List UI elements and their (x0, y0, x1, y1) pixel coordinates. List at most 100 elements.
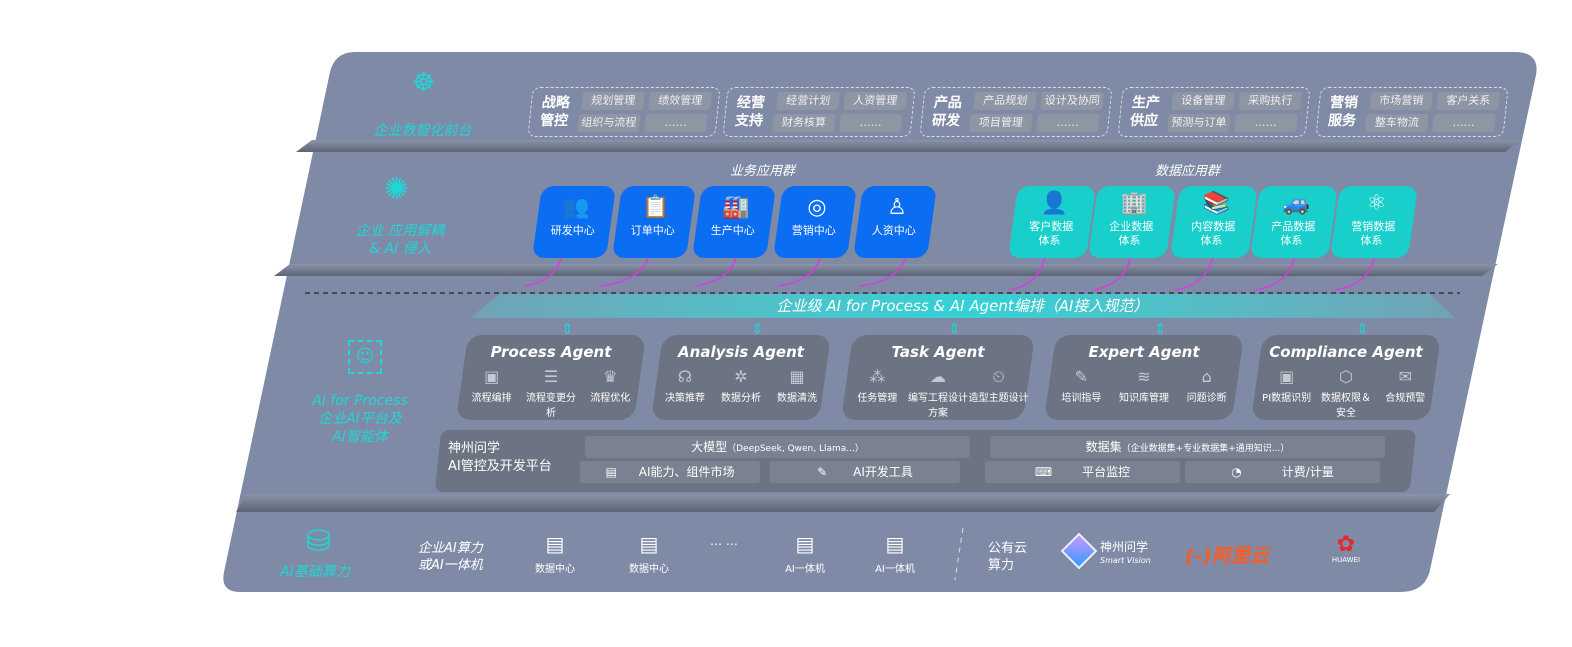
capability-icon: ☁ (929, 367, 946, 386)
data-app-label: 客户数据 (1029, 220, 1074, 233)
public-cloud-label: 公有云 算力 (988, 540, 1027, 574)
data-app-label: 内容数据 (1191, 220, 1236, 233)
platform-tier-label-line1: AI for Process (312, 393, 408, 409)
dev-platform-name-line2: AI管控及开发平台 (448, 459, 552, 474)
orchestration-band: 企业级 AI for Process & AI Agent编排（AI接入规范） (776, 297, 1149, 315)
tool-dev-label: AI开发工具 (853, 465, 913, 479)
data-app-label-sub: 体系 (1118, 234, 1141, 247)
capability-icon: ▦ (789, 367, 805, 386)
factory-icon: 🏭 (722, 195, 750, 220)
dataset-bar: 数据集（企业数据集+专业数据集+通用知识...） (990, 436, 1385, 458)
capability-icon: ≋ (1137, 367, 1151, 386)
front-group-chip[interactable]: 市场营销 (1369, 92, 1434, 110)
business-app-card[interactable]: 🏭 生产中心 (691, 186, 777, 258)
capability-icon: ☰ (543, 367, 559, 386)
front-group-chip[interactable]: 整车物流 (1364, 114, 1429, 132)
server-ai-appliance-2: ▤ AI一体机 (870, 532, 920, 575)
server-icon: ▤ (885, 532, 905, 556)
dev-tool-icon: ✎ (817, 465, 828, 479)
front-group-chip[interactable]: 项目管理 (968, 114, 1033, 132)
front-group-chip[interactable]: …… (1233, 114, 1298, 132)
front-group-chip[interactable]: 人资管理 (843, 92, 908, 110)
apps-tier-label: 企业 应用解耦 & AI 侵入 (340, 222, 460, 258)
platform-tier-label-line2: 企业AI平台及 (318, 411, 402, 427)
business-apps-title: 业务应用群 (730, 164, 796, 179)
apps-tier-label-line1: 企业 应用解耦 (355, 223, 445, 239)
public-cloud-line2: 算力 (988, 558, 1015, 573)
capability-label: 流程变更分析 (525, 393, 576, 419)
tool-market: ▤ AI能力、组件市场 (580, 461, 760, 483)
business-app-card[interactable]: 👥 研发中心 (531, 186, 617, 258)
agent-capability: ☰ 流程变更分析 (522, 367, 581, 419)
bidirectional-arrow-icon: ⇕ (751, 320, 764, 338)
business-app-card[interactable]: ♙ 人资中心 (852, 186, 938, 258)
bidirectional-arrow-icon: ⇕ (948, 320, 961, 338)
front-group-chip[interactable]: …… (838, 114, 903, 132)
front-group-chip[interactable]: …… (1035, 114, 1100, 132)
capability-label: 知识库管理 (1118, 393, 1169, 404)
front-group-chip[interactable]: 预测与订单 (1166, 114, 1231, 132)
front-group-chip[interactable]: 经营计划 (776, 92, 841, 110)
agent-card[interactable]: Analysis Agent ☊ 决策推荐 ✲ 数据分析 ▦ 数据清洗 (651, 335, 831, 420)
data-app-card[interactable]: 👤 客户数据 体系 (1007, 186, 1097, 258)
business-app-card[interactable]: 📋 订单中心 (611, 186, 697, 258)
front-group-title: 产品研发 (931, 95, 963, 129)
dev-platform-name-line1: 神州问学 (448, 441, 501, 456)
car-icon: 🚙 (1282, 191, 1311, 216)
agent-card[interactable]: Expert Agent ✎ 培训指导 ≋ 知识库管理 ⌂ 问题诊断 (1044, 335, 1244, 420)
enterprise-compute-line1: 企业AI算力 (418, 541, 483, 556)
agent-card[interactable]: Process Agent ▣ 流程编排 ☰ 流程变更分析 ♛ 流程优化 (456, 335, 646, 420)
monitor-icon: ⌨ (1034, 465, 1053, 479)
front-group-chip[interactable]: 产品规划 (973, 92, 1038, 110)
front-group-chip[interactable]: 设计及协同 (1040, 92, 1105, 110)
agent-capability: ⁂ 任务管理 (847, 367, 907, 419)
dev-platform-name: 神州问学 AI管控及开发平台 (448, 440, 552, 476)
capability-label: 流程编排 (471, 393, 512, 404)
data-app-card[interactable]: 🚙 产品数据 体系 (1249, 186, 1339, 258)
data-app-card[interactable]: ⚛ 营销数据 体系 (1329, 186, 1419, 258)
front-group-chip[interactable]: 组织与流程 (576, 114, 641, 132)
server-icon: ▤ (639, 532, 659, 556)
front-group-chip[interactable]: 采购执行 (1238, 92, 1303, 110)
agent-card[interactable]: Task Agent ⁂ 任务管理 ☁ 编写工程设计方案 ⏲ 造型主题设计 (841, 335, 1035, 420)
user-icon: 👤 (1040, 191, 1069, 216)
front-group-chip[interactable]: 设备管理 (1171, 92, 1236, 110)
front-group-chip[interactable]: 规划管理 (581, 92, 646, 110)
capability-label: 培训指导 (1061, 393, 1102, 404)
person-icon: ♙ (887, 195, 907, 220)
capability-label: 合规预警 (1385, 393, 1426, 404)
agent-card[interactable]: Compliance Agent ▣ PI数据识别 ⬡ 数据权限＆安全 ✉ 合规预警 (1251, 335, 1441, 420)
data-app-label: 产品数据 (1271, 220, 1316, 233)
enterprise-compute-label: 企业AI算力 或AI一体机 (418, 540, 483, 574)
server-label: 数据中心 (629, 564, 669, 575)
team-icon: 👥 (562, 195, 590, 220)
data-app-label-sub: 体系 (1038, 234, 1061, 247)
server-label: 数据中心 (535, 564, 575, 575)
compute-tier-label: AI基础算力 (280, 564, 350, 580)
data-app-card[interactable]: 🏢 企业数据 体系 (1087, 186, 1177, 258)
capability-label: PI数据识别 (1262, 393, 1312, 404)
front-group-chip[interactable]: …… (643, 114, 708, 132)
agent-capability: ☊ 决策推荐 (657, 367, 712, 404)
vendor-sub: Smart Vision (1100, 556, 1151, 565)
agent-capability: ✎ 培训指导 (1050, 367, 1112, 404)
atom-icon: ⚛ (1366, 191, 1387, 216)
front-group-chip[interactable]: 绩效管理 (648, 92, 713, 110)
front-group-chip[interactable]: 财务核算 (771, 114, 836, 132)
agent-title: Expert Agent (1088, 343, 1200, 361)
market-icon: ▤ (605, 465, 617, 479)
data-app-label: 企业数据 (1109, 220, 1154, 233)
front-group-chip[interactable]: 客户关系 (1436, 92, 1501, 110)
building-icon: 🏢 (1120, 191, 1149, 216)
front-group-title: 经营支持 (734, 95, 766, 129)
agent-capability: ⬡ 数据权限＆安全 (1317, 367, 1376, 419)
capability-label: 造型主题设计 (968, 393, 1029, 404)
front-group-chip[interactable]: …… (1431, 114, 1496, 132)
model-note: （DeepSeek, Qwen, Llama...） (727, 444, 864, 454)
vendor-name: 阿里云 (1211, 545, 1269, 567)
business-app-card[interactable]: ◎ 营销中心 (772, 186, 858, 258)
model-bar: 大模型（DeepSeek, Qwen, Llama...） (585, 436, 970, 458)
front-group: 产品研发 产品规划 设计及协同 项目管理 …… (919, 87, 1113, 137)
business-app-label: 人资中心 (871, 224, 916, 237)
data-app-card[interactable]: 📚 内容数据 体系 (1169, 186, 1259, 258)
